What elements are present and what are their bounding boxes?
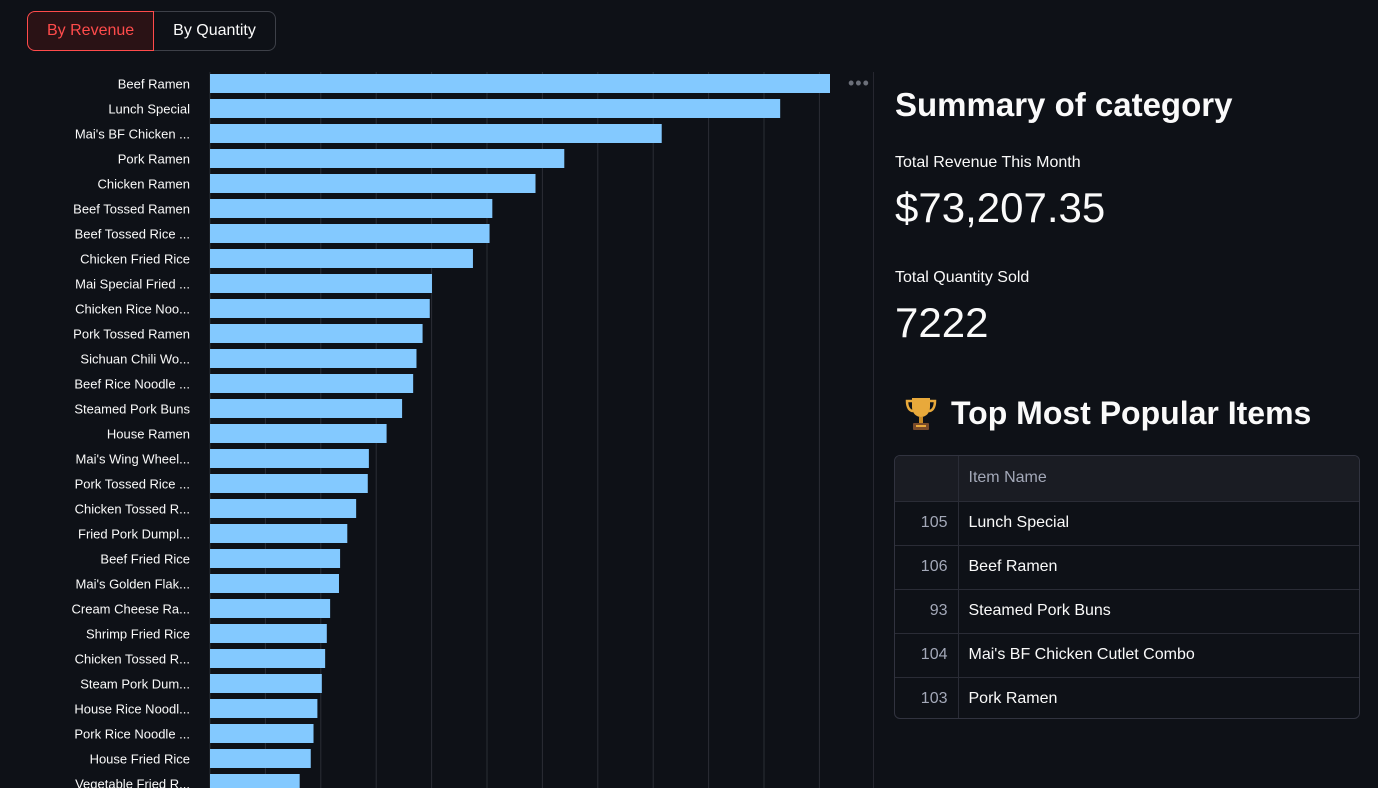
chart-bar[interactable]	[210, 224, 490, 243]
table-row[interactable]: 106 Beef Ramen	[895, 545, 1359, 590]
row-index: 103	[895, 677, 959, 718]
popular-items-table[interactable]: Item Name 105 Lunch Special 106 Beef Ram…	[894, 455, 1360, 719]
item-name-cell[interactable]: Pork Ramen	[968, 690, 1058, 708]
chart-bar[interactable]	[210, 374, 414, 393]
chart-bar[interactable]	[210, 549, 341, 568]
chart-category-label: Pork Rice Noodle ...	[74, 727, 190, 742]
by-revenue-tab[interactable]: By Revenue	[27, 11, 155, 51]
chart-bar[interactable]	[210, 749, 311, 768]
chart-category-label: House Rice Noodl...	[74, 702, 190, 717]
chart-bar[interactable]	[210, 249, 473, 268]
chart-category-label: Pork Tossed Ramen	[73, 327, 190, 342]
row-index: 105	[895, 501, 959, 546]
chart-category-label: Beef Tossed Rice ...	[75, 227, 190, 242]
chart-category-label: Shrimp Fried Rice	[86, 627, 190, 642]
table-row[interactable]: 103 Pork Ramen	[895, 677, 1359, 718]
chart-bar[interactable]	[210, 674, 322, 693]
chart-category-label: Steamed Pork Buns	[74, 402, 190, 417]
table-row[interactable]: 105 Lunch Special	[895, 501, 1359, 546]
chart-category-label: Mai's Wing Wheel...	[76, 452, 190, 467]
revenue-bar-chart: Beef Ramen Lunch Special Mai's BF Chicken …	[0, 60, 880, 788]
by-quantity-tab[interactable]: By Quantity	[154, 11, 276, 51]
chart-bar[interactable]	[210, 149, 565, 168]
bar-chart-svg: Beef Ramen Lunch Special Mai's BF Chicken …	[72, 72, 830, 788]
chart-bar[interactable]	[210, 699, 318, 718]
table-row[interactable]: 104 Mai's BF Chicken Cutlet Combo	[895, 633, 1359, 678]
chart-bar[interactable]	[210, 99, 781, 118]
chart-bar[interactable]	[210, 649, 326, 668]
column-divider	[873, 72, 874, 788]
chart-bar[interactable]	[210, 124, 662, 143]
chart-category-label: Beef Tossed Ramen	[73, 202, 190, 217]
chart-category-label: Mai's Golden Flak...	[76, 577, 190, 592]
chart-category-label: Beef Ramen	[118, 77, 190, 92]
chart-category-label: Lunch Special	[108, 102, 190, 117]
chart-bar[interactable]	[210, 199, 493, 218]
item-name-cell[interactable]: Mai's BF Chicken Cutlet Combo	[958, 633, 1359, 678]
chart-bar[interactable]	[210, 599, 331, 618]
chart-bar[interactable]	[210, 174, 536, 193]
quantity-metric-value: 7222	[895, 299, 989, 346]
item-name-cell[interactable]: Beef Ramen	[958, 545, 1359, 590]
summary-title: Summary of category	[895, 86, 1233, 123]
chart-bar[interactable]	[210, 424, 387, 443]
chart-category-label: Steam Pork Dum...	[80, 677, 190, 692]
index-column-header	[895, 456, 959, 502]
chart-category-label: Chicken Rice Noo...	[75, 302, 190, 317]
quantity-metric-label: Total Quantity Sold	[895, 269, 1030, 286]
chart-category-label: Pork Ramen	[118, 152, 190, 167]
chart-menu-icon[interactable]: •••	[848, 73, 870, 93]
chart-bar[interactable]	[210, 349, 417, 368]
chart-category-label: House Ramen	[107, 427, 190, 442]
chart-category-label: Beef Rice Noodle ...	[74, 377, 190, 392]
chart-category-label: Pork Tossed Rice ...	[75, 477, 190, 492]
chart-category-label: Chicken Fried Rice	[80, 252, 190, 267]
chart-bar[interactable]	[210, 724, 314, 743]
row-index: 93	[895, 589, 959, 634]
chart-category-label: Chicken Tossed R...	[75, 652, 190, 667]
chart-bar[interactable]	[210, 774, 300, 788]
row-index: 106	[895, 545, 959, 590]
chart-bar[interactable]	[210, 399, 403, 418]
chart-category-label: Chicken Tossed R...	[75, 502, 190, 517]
chart-category-label: Mai Special Fried ...	[75, 277, 190, 292]
chart-category-label: Fried Pork Dumpl...	[78, 527, 190, 542]
table-row[interactable]: 93 Steamed Pork Buns	[895, 589, 1359, 634]
chart-bar[interactable]	[210, 449, 369, 468]
chart-bar[interactable]	[210, 624, 327, 643]
chart-category-label: House Fried Rice	[90, 752, 190, 767]
chart-category-label: Vegetable Fried R...	[75, 777, 190, 788]
item-name-cell[interactable]: Lunch Special	[958, 501, 1359, 546]
revenue-metric-value: $73,207.35	[895, 184, 1106, 231]
popular-items-title-text: Top Most Popular Items	[951, 394, 1312, 431]
chart-mode-toggle: By Revenue By Quantity	[27, 11, 276, 51]
chart-bar[interactable]	[210, 524, 348, 543]
chart-category-label: Sichuan Chili Wo...	[80, 352, 190, 367]
item-name-column-header[interactable]: Item Name	[958, 456, 1359, 502]
chart-category-label: Mai's BF Chicken ...	[75, 127, 190, 142]
chart-bar[interactable]	[210, 324, 423, 343]
popular-items-title: Top Most Popular Items	[895, 393, 1311, 433]
chart-category-label: Cream Cheese Ra...	[72, 602, 191, 617]
table-header-row: Item Name	[895, 456, 1359, 502]
trophy-icon	[905, 398, 937, 430]
chart-bar[interactable]	[210, 574, 339, 593]
chart-category-label: Chicken Ramen	[98, 177, 191, 192]
row-index: 104	[895, 633, 959, 678]
chart-bar[interactable]	[210, 499, 357, 518]
chart-bar[interactable]	[210, 274, 432, 293]
chart-bar[interactable]	[210, 74, 830, 93]
item-name-cell[interactable]: Steamed Pork Buns	[958, 589, 1359, 634]
revenue-metric-label: Total Revenue This Month	[895, 154, 1081, 171]
chart-bar[interactable]	[210, 299, 430, 318]
chart-bar[interactable]	[210, 474, 368, 493]
chart-category-label: Beef Fried Rice	[100, 552, 190, 567]
